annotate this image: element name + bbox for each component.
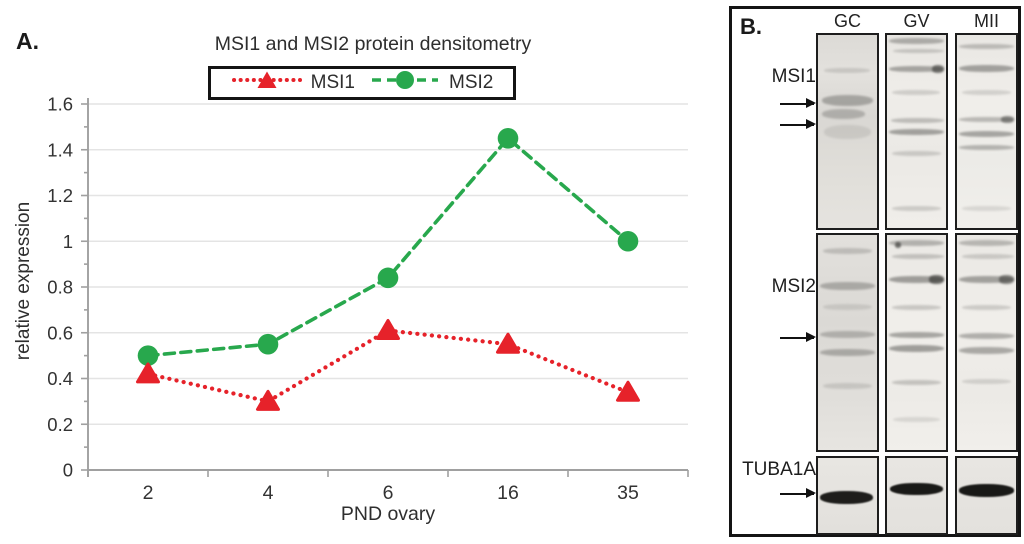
- arrow-icon: [780, 119, 816, 130]
- blot-band: [889, 483, 944, 496]
- legend-label-msi2: MSI2: [449, 72, 494, 93]
- arrow-icon: [780, 488, 816, 499]
- blot-band: [820, 331, 875, 339]
- blot-band: [959, 65, 1014, 73]
- blot-msi1-mii: [955, 33, 1018, 230]
- chart-legend: MSI1 MSI2: [208, 66, 516, 100]
- msi1-dotted-triangle-icon: [231, 69, 303, 97]
- blot-band: [891, 151, 942, 157]
- blot-band: [959, 145, 1014, 151]
- lane-header-gc: GC: [834, 11, 861, 31]
- blot-band: [959, 333, 1014, 340]
- legend-entry-msi2: MSI2: [369, 69, 493, 97]
- blot-row-label-tuba1a: TUBA1A: [742, 459, 816, 480]
- blot-band: [890, 118, 944, 124]
- svg-text:4: 4: [263, 482, 274, 504]
- svg-text:16: 16: [497, 482, 519, 504]
- svg-text:1.4: 1.4: [47, 139, 73, 160]
- blot-band: [889, 239, 944, 246]
- blot-band: [889, 345, 944, 353]
- blot-band: [892, 417, 941, 423]
- blot-band: [889, 129, 944, 136]
- blot-tuba1a-gv: [885, 456, 948, 535]
- blot-band: [959, 131, 1014, 138]
- legend-label-msi1: MSI1: [310, 72, 355, 93]
- blot-band: [891, 206, 942, 212]
- blot-band: [822, 382, 873, 389]
- svg-text:0: 0: [63, 460, 73, 481]
- lane-header-gv: GV: [903, 11, 930, 31]
- legend-entry-msi1: MSI1: [231, 69, 355, 97]
- blot-band: [959, 117, 1014, 123]
- svg-text:1.2: 1.2: [47, 185, 73, 206]
- blot-band: [820, 348, 875, 356]
- panel-b-label: B.: [740, 14, 762, 39]
- blot-band: [959, 275, 1014, 283]
- panel-a-label: A.: [16, 28, 39, 54]
- svg-text:1: 1: [63, 231, 73, 252]
- blot-msi2-gc: [816, 233, 879, 452]
- blot-band: [892, 49, 944, 54]
- blot-band: [961, 304, 1012, 310]
- blot-band: [821, 109, 866, 120]
- svg-text:35: 35: [617, 482, 639, 504]
- blot-band: [819, 491, 873, 505]
- chart-title: MSI1 and MSI2 protein densitometry: [214, 33, 532, 55]
- lane-header-mii: MII: [974, 11, 999, 31]
- blot-band: [961, 254, 1014, 259]
- blot-band: [959, 239, 1014, 246]
- blot-msi1-gv: [885, 33, 948, 230]
- blot-band: [895, 241, 902, 248]
- arrow-icon: [780, 98, 816, 109]
- blot-band: [1000, 116, 1014, 124]
- blot-band: [889, 65, 944, 72]
- blot-band: [889, 275, 944, 283]
- blot-band: [891, 254, 944, 259]
- blot-msi2-mii: [955, 233, 1018, 452]
- blot-band: [822, 304, 873, 311]
- blot-band: [959, 44, 1014, 50]
- x-axis-title: PND ovary: [340, 503, 436, 525]
- svg-text:6: 6: [383, 482, 394, 504]
- svg-text:0.6: 0.6: [47, 322, 73, 343]
- blot-band: [889, 331, 944, 338]
- svg-text:0.8: 0.8: [47, 277, 73, 298]
- svg-text:1.6: 1.6: [47, 94, 73, 115]
- blot-band: [891, 90, 941, 96]
- blot-band: [961, 90, 1012, 96]
- blot-msi2-gv: [885, 233, 948, 452]
- y-axis-title: relative expression: [13, 201, 34, 361]
- blot-band: [821, 95, 874, 107]
- blot-band: [929, 274, 945, 284]
- blot-band: [961, 206, 1012, 212]
- blot-band: [891, 379, 942, 385]
- blot-band: [961, 378, 1012, 384]
- svg-text:0.4: 0.4: [47, 368, 73, 389]
- blot-band: [959, 346, 1014, 354]
- arrow-icon: [780, 332, 816, 343]
- blot-band: [931, 64, 944, 73]
- blot-band: [820, 281, 875, 290]
- svg-text:0.2: 0.2: [47, 414, 73, 435]
- blot-band: [889, 37, 944, 44]
- blot-band: [823, 124, 872, 139]
- blot-msi1-gc: [816, 33, 879, 230]
- blot-tuba1a-mii: [955, 456, 1018, 535]
- blot-row-label-msi2: MSI2: [771, 276, 816, 297]
- blot-row-label-msi1: MSI1: [771, 66, 816, 87]
- line-chart: 0 0.2 0.4 0.6 0.8 1 1.2 1.4 1.6 2 4 6 16 35: [47, 94, 689, 504]
- blot-band: [958, 483, 1015, 497]
- svg-text:2: 2: [143, 482, 154, 504]
- blot-band: [822, 248, 873, 255]
- blot-tuba1a-gc: [816, 456, 879, 535]
- panel-b: B. GC GV MII MSI1 MSI2 TUBA1A: [729, 6, 1021, 537]
- blot-band: [999, 274, 1015, 284]
- blot-band: [891, 304, 942, 310]
- blot-band: [823, 68, 870, 74]
- msi2-dashed-circle-icon: [369, 69, 441, 97]
